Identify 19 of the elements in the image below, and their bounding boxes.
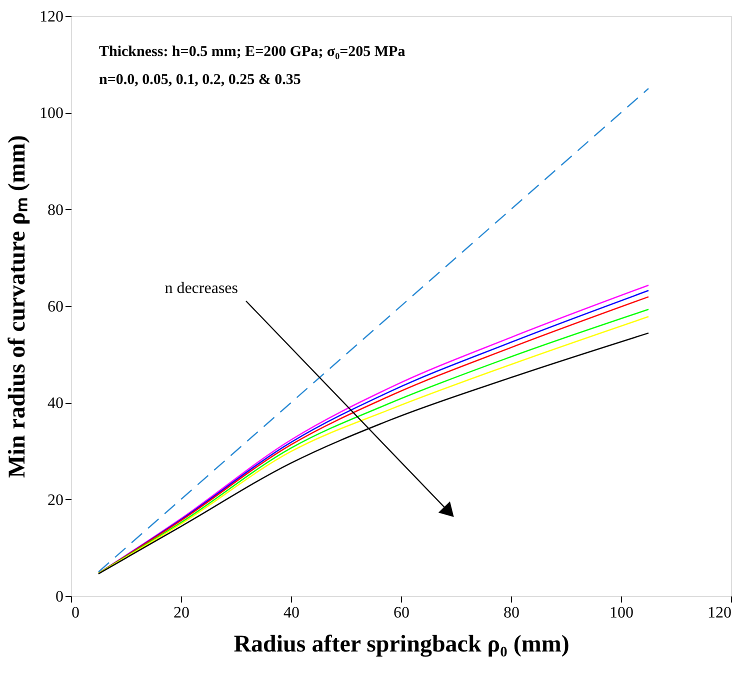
x-tick-label: 40 — [284, 604, 300, 622]
x-tick-label: 120 — [708, 604, 732, 622]
y-tick-label: 120 — [40, 8, 64, 26]
x-tick-label: 60 — [394, 604, 410, 622]
x-tick-label: 100 — [610, 604, 634, 622]
y-tick-label: 60 — [48, 298, 64, 316]
y-tick-label: 20 — [48, 492, 64, 509]
y-axis-title: Min radius of curvature ρₘ (mm) — [4, 135, 30, 478]
y-tick-label: 0 — [56, 588, 64, 606]
annotation: Thickness: h=0.5 mm; E=200 GPa; σ₀=205 MPa — [99, 44, 406, 60]
y-tick-label: 100 — [40, 105, 64, 122]
x-tick-label: 0 — [72, 604, 80, 622]
annotation: n=0.0, 0.05, 0.1, 0.2, 0.25 & 0.35 — [99, 72, 301, 88]
y-tick-label: 80 — [48, 202, 64, 219]
annotation: n decreases — [164, 280, 238, 297]
x-tick-label: 80 — [504, 604, 520, 622]
x-axis-title: Radius after springback ρ₀ (mm) — [234, 632, 570, 658]
x-tick-label: 20 — [174, 604, 190, 622]
y-tick-label: 40 — [48, 395, 64, 412]
